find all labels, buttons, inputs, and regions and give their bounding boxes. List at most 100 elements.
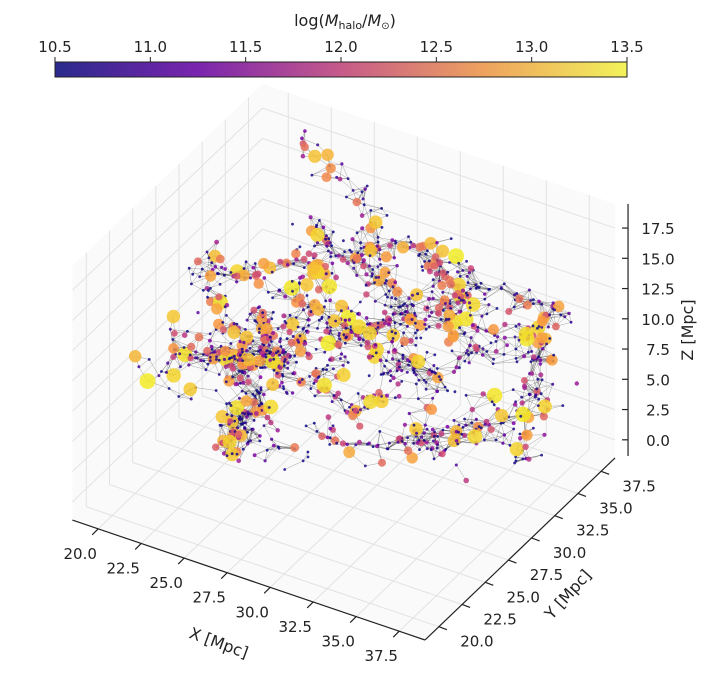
halo-point xyxy=(258,257,270,270)
halo-point xyxy=(215,254,225,264)
halo-point xyxy=(359,246,363,250)
edge xyxy=(384,303,405,306)
halo-point xyxy=(223,375,235,387)
edge xyxy=(459,345,471,358)
edge xyxy=(466,352,483,356)
halo-point xyxy=(298,245,302,249)
halo-point xyxy=(390,296,394,300)
halo-point xyxy=(421,269,425,272)
halo-point xyxy=(368,254,372,257)
edge xyxy=(190,354,211,358)
halo-point xyxy=(270,270,274,274)
halo-point xyxy=(403,310,407,313)
halo-point xyxy=(245,318,249,322)
halo-point xyxy=(469,336,473,340)
halo-point xyxy=(436,244,450,258)
halo-point xyxy=(464,291,468,295)
edge xyxy=(481,316,487,331)
edge xyxy=(369,431,380,444)
edge xyxy=(400,306,407,316)
halo-point xyxy=(294,257,299,262)
edge xyxy=(394,305,414,314)
edge xyxy=(515,351,529,359)
edge xyxy=(472,409,487,422)
edge xyxy=(504,283,516,301)
halo-point xyxy=(376,235,380,239)
edge xyxy=(430,449,435,459)
edge xyxy=(384,304,401,315)
edge xyxy=(501,288,517,294)
edge xyxy=(272,297,295,301)
edge xyxy=(425,424,444,431)
edge xyxy=(463,334,472,353)
halo-point xyxy=(553,308,556,312)
edge xyxy=(460,272,470,277)
halo-point xyxy=(538,372,544,378)
halo-point xyxy=(433,430,436,434)
halo-point xyxy=(518,432,522,436)
edge xyxy=(357,393,365,408)
edge xyxy=(425,382,438,392)
edge xyxy=(380,360,384,375)
halo-point xyxy=(434,303,444,312)
edge xyxy=(413,298,430,306)
halo-point xyxy=(499,421,503,425)
edge xyxy=(394,332,404,352)
edge xyxy=(190,357,207,370)
edge xyxy=(189,267,203,270)
edge xyxy=(541,384,553,394)
halo-point xyxy=(483,297,487,301)
halo-point xyxy=(313,394,317,398)
halo-point xyxy=(217,272,220,276)
edge xyxy=(380,366,385,375)
halo-point xyxy=(254,270,262,278)
halo-point xyxy=(302,326,306,330)
halo-point xyxy=(279,337,282,341)
edge xyxy=(375,294,386,302)
halo-point xyxy=(360,262,367,270)
edge xyxy=(351,301,361,312)
halo-point xyxy=(386,295,389,299)
edge xyxy=(195,387,217,391)
edge xyxy=(477,330,492,344)
halo-point xyxy=(546,354,558,366)
halo-point xyxy=(300,136,304,141)
halo-point xyxy=(538,362,542,366)
edge xyxy=(486,341,497,352)
edge xyxy=(390,319,408,327)
edge xyxy=(293,325,309,337)
halo-point xyxy=(301,308,305,312)
halo-point xyxy=(540,453,543,457)
edge xyxy=(210,275,225,289)
edge xyxy=(308,319,320,326)
edge xyxy=(500,422,514,430)
halo-point xyxy=(223,364,229,370)
halo-point xyxy=(409,240,413,244)
edge xyxy=(531,359,534,374)
edge xyxy=(554,309,572,323)
edge xyxy=(489,288,502,290)
halo-point xyxy=(208,355,212,359)
halo-point xyxy=(248,312,252,316)
halo-point xyxy=(424,252,428,256)
halo-point xyxy=(313,244,316,248)
edge xyxy=(458,263,470,273)
halo-point xyxy=(465,274,469,278)
edge xyxy=(235,383,254,395)
edge xyxy=(418,391,438,399)
edge xyxy=(388,290,392,307)
edge xyxy=(318,368,334,377)
edge xyxy=(429,315,446,322)
edge xyxy=(405,305,414,316)
edge xyxy=(398,363,415,374)
halo-point xyxy=(238,269,250,282)
edge xyxy=(259,393,262,404)
halo-point xyxy=(265,448,269,452)
halo-point xyxy=(221,321,225,324)
edge xyxy=(392,358,408,361)
halo-point xyxy=(170,354,177,360)
halo-point xyxy=(228,362,235,369)
halo-point xyxy=(387,242,393,249)
halo-point xyxy=(314,225,318,229)
